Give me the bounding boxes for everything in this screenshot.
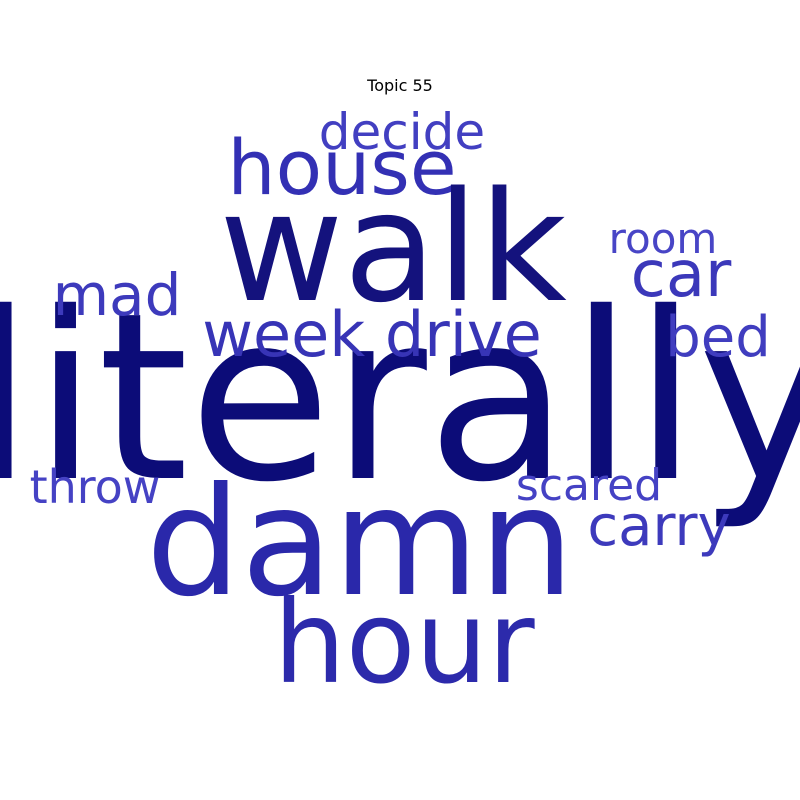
word-room: room xyxy=(609,214,718,263)
word-bed: bed xyxy=(665,305,771,370)
word-scared: scared xyxy=(516,460,662,511)
word-decide: decide xyxy=(319,103,485,161)
chart-title: Topic 55 xyxy=(367,76,433,95)
word-car: car xyxy=(631,238,732,312)
word-mad: mad xyxy=(53,261,182,329)
word-carry: carry xyxy=(587,494,730,559)
word-house: house xyxy=(227,123,456,212)
word-walk: walk xyxy=(219,159,567,336)
word-week-drive: week drive xyxy=(202,298,542,371)
word-literally: literally xyxy=(0,263,800,533)
word-throw: throw xyxy=(30,460,161,514)
word-hour: hour xyxy=(273,576,534,709)
word-damn: damn xyxy=(146,456,574,630)
